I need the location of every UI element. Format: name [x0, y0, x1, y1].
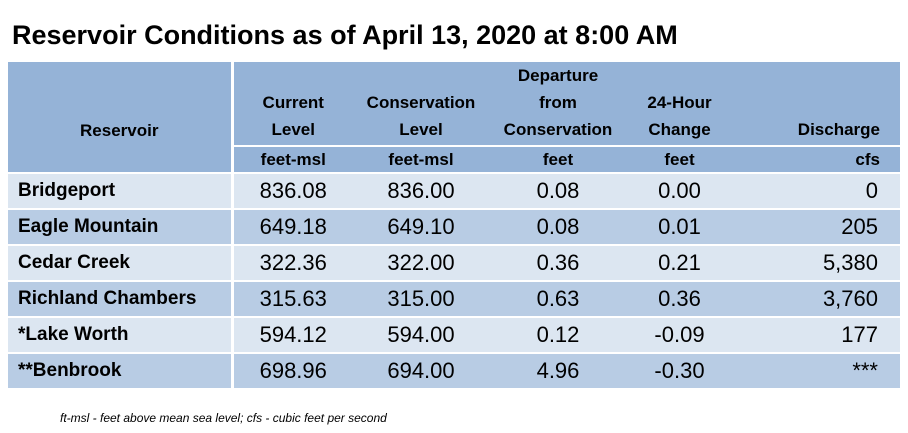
cell-24h-change: -0.30: [627, 352, 732, 388]
cell-conservation-level: 315.00: [353, 280, 489, 317]
header-departure-line3: Conservation: [503, 120, 613, 139]
table-row: Cedar Creek 322.36 322.00 0.36 0.21 5,38…: [8, 244, 900, 281]
cell-discharge: 177: [732, 316, 900, 353]
footnote: ft-msl - feet above mean sea level; cfs …: [60, 411, 387, 425]
cell-discharge: 205: [732, 208, 900, 245]
cell-conservation-level: 322.00: [353, 244, 489, 281]
header-unit-row: feet-msl feet-msl feet feet cfs: [8, 145, 900, 173]
table-row: **Benbrook 698.96 694.00 4.96 -0.30 ***: [8, 352, 900, 388]
cell-current-level: 315.63: [232, 280, 353, 317]
table-row: *Lake Worth 594.12 594.00 0.12 -0.09 177: [8, 316, 900, 353]
cell-24h-change: 0.00: [627, 172, 732, 209]
header-discharge: Discharge: [732, 62, 900, 146]
cell-conservation-level: 694.00: [353, 352, 489, 388]
header-change-line1: 24-Hour: [647, 93, 712, 112]
table-header: Reservoir Current Level Conservation Lev…: [8, 62, 900, 173]
header-conservation-line2: Level: [399, 120, 443, 139]
cell-departure: 0.36: [489, 244, 627, 281]
cell-reservoir: **Benbrook: [8, 352, 234, 388]
unit-24h-change: feet: [627, 145, 732, 173]
header-discharge-label: Discharge: [797, 120, 880, 139]
cell-current-level: 649.18: [232, 208, 353, 245]
header-departure: Departure from Conservation: [489, 62, 627, 146]
table-body: Bridgeport 836.08 836.00 0.08 0.00 0 Eag…: [8, 172, 900, 388]
header-departure-line1: Departure: [517, 66, 599, 85]
cell-reservoir: Eagle Mountain: [8, 208, 234, 245]
cell-current-level: 594.12: [232, 316, 353, 353]
reservoir-table: Reservoir Current Level Conservation Lev…: [8, 62, 900, 388]
header-conservation-line1: Conservation: [366, 93, 476, 112]
cell-current-level: 836.08: [232, 172, 353, 209]
cell-departure: 0.08: [489, 172, 627, 209]
cell-current-level: 698.96: [232, 352, 353, 388]
cell-24h-change: 0.36: [627, 280, 732, 317]
table-row: Eagle Mountain 649.18 649.10 0.08 0.01 2…: [8, 208, 900, 245]
header-reservoir-label: Reservoir: [80, 121, 159, 140]
unit-discharge: cfs: [732, 145, 900, 173]
cell-conservation-level: 594.00: [353, 316, 489, 353]
cell-current-level: 322.36: [232, 244, 353, 281]
header-24h-change: 24-Hour Change: [627, 62, 732, 146]
header-departure-line2: from: [539, 93, 577, 112]
cell-discharge: 5,380: [732, 244, 900, 281]
table-row: Bridgeport 836.08 836.00 0.08 0.00 0: [8, 172, 900, 209]
cell-discharge: 0: [732, 172, 900, 209]
cell-conservation-level: 836.00: [353, 172, 489, 209]
table-row: Richland Chambers 315.63 315.00 0.63 0.3…: [8, 280, 900, 317]
unit-conservation-level: feet-msl: [353, 145, 489, 173]
cell-reservoir: *Lake Worth: [8, 316, 234, 353]
cell-discharge: ***: [732, 352, 900, 388]
header-current-line2: Level: [271, 120, 315, 139]
header-current-line1: Current: [262, 93, 324, 112]
cell-conservation-level: 649.10: [353, 208, 489, 245]
header-reservoir: Reservoir: [8, 62, 234, 146]
cell-reservoir: Cedar Creek: [8, 244, 234, 281]
unit-current-level: feet-msl: [232, 145, 353, 173]
header-conservation-level: Conservation Level: [353, 62, 489, 146]
header-current-level: Current Level: [232, 62, 353, 146]
page-title: Reservoir Conditions as of April 13, 202…: [12, 20, 678, 50]
cell-discharge: 3,760: [732, 280, 900, 317]
cell-reservoir: Bridgeport: [8, 172, 234, 209]
cell-departure: 0.12: [489, 316, 627, 353]
header-label-row: Reservoir Current Level Conservation Lev…: [8, 62, 900, 146]
unit-reservoir: [8, 146, 234, 173]
cell-departure: 0.63: [489, 280, 627, 317]
header-change-line2: Change: [648, 120, 711, 139]
cell-reservoir: Richland Chambers: [8, 280, 234, 317]
unit-departure: feet: [489, 145, 627, 173]
cell-24h-change: 0.21: [627, 244, 732, 281]
cell-24h-change: 0.01: [627, 208, 732, 245]
cell-departure: 4.96: [489, 352, 627, 388]
cell-departure: 0.08: [489, 208, 627, 245]
cell-24h-change: -0.09: [627, 316, 732, 353]
